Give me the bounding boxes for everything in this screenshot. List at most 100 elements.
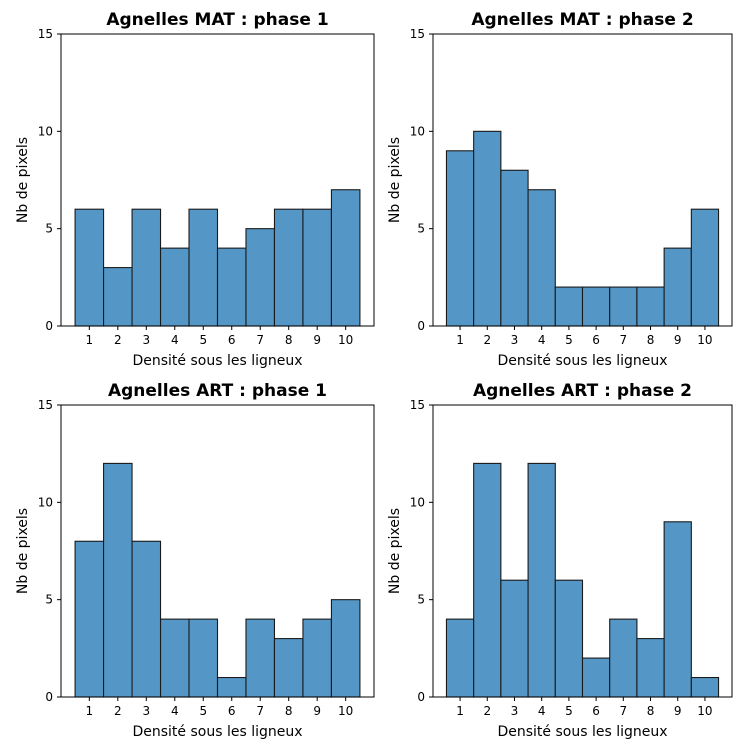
y-tick-label: 15 <box>38 398 53 412</box>
bar <box>188 208 219 327</box>
bar <box>473 462 502 698</box>
x-tick-label: 10 <box>697 333 712 347</box>
bar <box>74 540 105 698</box>
x-tick-label: 2 <box>114 704 122 718</box>
bar <box>330 599 361 698</box>
x-tick-label: 1 <box>86 333 94 347</box>
bar <box>500 169 529 327</box>
y-tick-label: 0 <box>45 319 53 333</box>
bar <box>473 130 502 327</box>
x-tick-label: 10 <box>338 704 353 718</box>
axes-frame <box>60 33 375 327</box>
bar <box>663 521 692 698</box>
bar <box>609 618 638 698</box>
chart-title: Agnelles ART : phase 2 <box>473 381 692 401</box>
bar <box>609 286 638 327</box>
x-tick-label: 7 <box>256 704 264 718</box>
x-axis-label: Densité sous les ligneux <box>132 724 302 740</box>
y-tick-label: 0 <box>45 690 53 704</box>
bar <box>74 208 105 327</box>
x-tick-label: 4 <box>538 704 546 718</box>
x-axis-label: Densité sous les ligneux <box>132 353 302 369</box>
bar <box>554 579 584 698</box>
bar <box>581 286 611 327</box>
axes-frame <box>60 404 375 698</box>
bar <box>527 189 556 327</box>
y-tick-label: 15 <box>410 27 425 41</box>
y-tick-label: 10 <box>38 495 53 509</box>
bar <box>690 208 720 327</box>
bar <box>330 189 361 327</box>
chart-panel-2: 1 2 3 4 5 6 7 8 9 10 0 5 10 15 Agnelles MAT : phase 2 D… <box>387 10 733 369</box>
x-tick-label: 3 <box>142 333 150 347</box>
bar <box>663 247 692 327</box>
y-axis-label: Nb de pixels <box>15 137 31 223</box>
bar <box>216 676 247 698</box>
x-tick-label: 9 <box>674 333 682 347</box>
bar <box>554 286 584 327</box>
chart-panel-4: 1 2 3 4 5 6 7 8 9 10 0 5 10 15 Agnelles ART : phase 2 D… <box>387 381 733 740</box>
x-tick-label: 2 <box>483 704 491 718</box>
bar <box>302 618 332 698</box>
y-tick-label: 15 <box>410 398 425 412</box>
y-tick-label: 15 <box>38 27 53 41</box>
x-tick-label: 9 <box>313 704 321 718</box>
x-tick-label: 6 <box>592 704 600 718</box>
axes-frame <box>432 33 733 327</box>
x-tick-label: 4 <box>171 333 179 347</box>
bar <box>445 618 475 698</box>
bar <box>636 638 665 698</box>
x-axis-label: Densité sous les ligneux <box>497 724 667 740</box>
x-tick-label: 3 <box>142 704 150 718</box>
bar <box>690 676 720 698</box>
y-tick-label: 5 <box>45 593 53 607</box>
x-tick-label: 8 <box>285 333 293 347</box>
x-tick-label: 5 <box>199 704 207 718</box>
bar <box>636 286 665 327</box>
bar <box>500 579 529 698</box>
bar <box>302 208 332 327</box>
x-tick-label: 7 <box>256 333 264 347</box>
bar <box>581 657 611 698</box>
chart-panel-3: 1 2 3 4 5 6 7 8 9 10 0 5 10 15 Agnelles ART : phase 1 D… <box>15 381 375 740</box>
chart-title: Agnelles ART : phase 1 <box>108 381 327 401</box>
axes-frame <box>432 404 733 698</box>
bar <box>188 618 219 698</box>
x-tick-label: 5 <box>565 333 573 347</box>
x-tick-label: 3 <box>511 333 519 347</box>
x-tick-label: 8 <box>647 333 655 347</box>
y-axis-label: Nb de pixels <box>15 508 31 594</box>
x-tick-label: 9 <box>313 333 321 347</box>
x-tick-label: 2 <box>483 333 491 347</box>
x-tick-label: 8 <box>647 704 655 718</box>
bar <box>103 462 133 698</box>
x-tick-label: 6 <box>228 704 236 718</box>
bar <box>527 462 556 698</box>
bar <box>245 228 276 327</box>
bar <box>273 638 304 698</box>
bar <box>131 540 162 698</box>
x-tick-label: 4 <box>538 333 546 347</box>
y-tick-label: 0 <box>417 690 425 704</box>
chart-title: Agnelles MAT : phase 1 <box>106 10 328 30</box>
y-tick-label: 5 <box>45 222 53 236</box>
y-axis-label: Nb de pixels <box>387 508 403 594</box>
x-tick-label: 6 <box>228 333 236 347</box>
y-tick-label: 5 <box>417 593 425 607</box>
x-axis-label: Densité sous les ligneux <box>497 353 667 369</box>
x-tick-label: 5 <box>199 333 207 347</box>
x-tick-label: 8 <box>285 704 293 718</box>
bar <box>159 247 190 327</box>
bar <box>445 150 475 327</box>
x-tick-label: 2 <box>114 333 122 347</box>
x-tick-label: 1 <box>456 333 464 347</box>
y-tick-label: 10 <box>38 124 53 138</box>
x-tick-label: 5 <box>565 704 573 718</box>
y-tick-label: 0 <box>417 319 425 333</box>
chart-title: Agnelles MAT : phase 2 <box>471 10 693 30</box>
bar <box>159 618 190 698</box>
x-tick-label: 1 <box>456 704 464 718</box>
bar <box>103 267 133 327</box>
x-tick-label: 4 <box>171 704 179 718</box>
